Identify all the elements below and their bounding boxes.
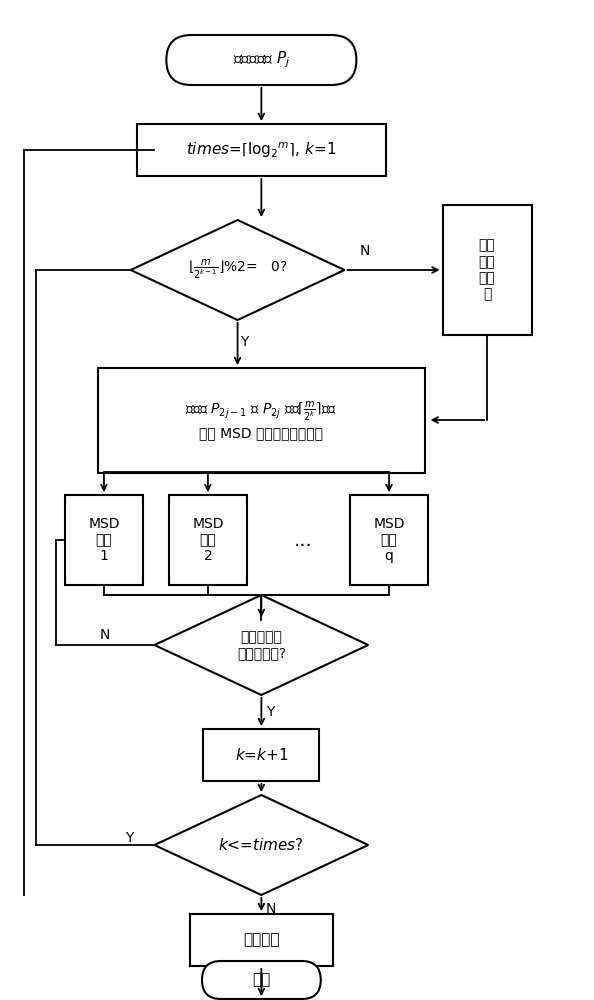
Text: Y: Y <box>125 831 134 845</box>
Text: N: N <box>100 628 110 642</box>
Text: 读取和数项 $P_j$: 读取和数项 $P_j$ <box>233 50 290 70</box>
Text: $k$=$k$+1: $k$=$k$+1 <box>235 747 288 763</box>
Polygon shape <box>131 220 345 320</box>
Text: MSD
加法
2: MSD 加法 2 <box>192 517 224 563</box>
Text: Y: Y <box>241 335 249 349</box>
Text: $k$<=$\mathit{times}$?: $k$<=$\mathit{times}$? <box>219 837 304 853</box>
Text: 增加
一个
偶数
项: 增加 一个 偶数 项 <box>479 239 495 301</box>
FancyBboxPatch shape <box>202 961 321 999</box>
FancyBboxPatch shape <box>190 914 333 966</box>
FancyBboxPatch shape <box>166 35 356 85</box>
FancyBboxPatch shape <box>443 205 532 335</box>
Text: N: N <box>359 244 369 258</box>
Text: ...: ... <box>293 530 312 550</box>
Polygon shape <box>154 595 368 695</box>
Text: MSD
加法
q: MSD 加法 q <box>373 517 405 563</box>
FancyBboxPatch shape <box>350 495 428 585</box>
Text: 是否完成本
轮全部求和?: 是否完成本 轮全部求和? <box>237 630 286 660</box>
Text: MSD
加法
1: MSD 加法 1 <box>88 517 120 563</box>
Text: ⌊$\frac{m}{2^{k-1}}$⌋%2= 0?: ⌊$\frac{m}{2^{k-1}}$⌋%2= 0? <box>188 258 287 282</box>
Text: 整理结果: 整理结果 <box>243 932 280 948</box>
Text: Y: Y <box>266 705 274 719</box>
FancyBboxPatch shape <box>169 495 247 585</box>
FancyBboxPatch shape <box>98 367 425 473</box>
Text: N: N <box>266 902 276 916</box>
Text: 将相邻 $P_{2j-1}$ 和 $P_{2j}$ 分为⌈$\frac{m}{2^k}$⌉组，
生成 MSD 加法器的输入信号: 将相邻 $P_{2j-1}$ 和 $P_{2j}$ 分为⌈$\frac{m}{2… <box>185 400 337 440</box>
Text: 结束: 结束 <box>252 972 270 988</box>
FancyBboxPatch shape <box>137 124 386 176</box>
Polygon shape <box>154 795 368 895</box>
FancyBboxPatch shape <box>203 729 320 781</box>
Text: $\mathit{times}$=⌈log$_2$$^m$⌉, $k$=1: $\mathit{times}$=⌈log$_2$$^m$⌉, $k$=1 <box>186 140 337 160</box>
FancyBboxPatch shape <box>65 495 143 585</box>
